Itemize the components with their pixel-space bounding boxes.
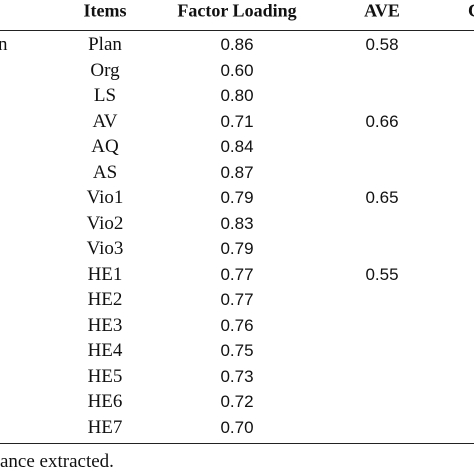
cell-value: 0.79 [220, 239, 254, 258]
cell-value: 0.77 [220, 290, 254, 309]
header-rule [0, 30, 474, 31]
item-name: AS [92, 161, 118, 183]
cell-value: 0.84 [220, 137, 254, 156]
item-name: Plan [88, 34, 122, 55]
item-name: HE6 [87, 391, 123, 412]
cell-value: 0.58 [365, 35, 399, 54]
bottom-rule [0, 443, 474, 444]
item-name: Vio1 [86, 187, 124, 208]
item-name: Vio3 [86, 238, 124, 259]
item-name: HE7 [87, 416, 123, 438]
item-name: Vio2 [86, 212, 124, 234]
cell-value: 0.83 [220, 213, 254, 233]
cell-value: 0.70 [220, 417, 254, 437]
cell-value: 0.76 [220, 315, 254, 335]
cell-value: 0.72 [220, 392, 254, 411]
cell-value: 0.71 [220, 111, 254, 131]
cell-value: 0.77 [220, 264, 254, 284]
column-header: Items [83, 0, 127, 21]
cell-value: 0.79 [220, 188, 254, 207]
cell-value: 0.80 [220, 86, 254, 105]
item-name: AV [92, 110, 118, 132]
item-name: HE4 [87, 340, 123, 361]
item-name: LS [93, 85, 117, 106]
cell-value: 0.87 [220, 162, 254, 182]
item-name: HE5 [87, 365, 123, 387]
cell-value: 0.60 [220, 60, 254, 80]
column-header: AVE [364, 0, 400, 21]
item-name: HE3 [87, 314, 123, 336]
cell-value: 0.86 [220, 35, 254, 54]
cell-value: 0.73 [220, 366, 254, 386]
footnote: ance extracted. [0, 451, 114, 472]
item-name: HE2 [87, 289, 123, 310]
row-group-fragment: n [0, 34, 8, 55]
item-name: AQ [91, 136, 119, 157]
cell-value: 0.55 [365, 264, 399, 284]
column-header: Factor Loading [177, 0, 297, 21]
cell-value: 0.66 [365, 111, 399, 131]
item-name: Org [90, 59, 120, 81]
item-name: HE1 [87, 263, 123, 285]
cell-value: 0.65 [365, 188, 399, 207]
cell-value: 0.75 [220, 341, 254, 360]
column-header: C [468, 1, 474, 22]
